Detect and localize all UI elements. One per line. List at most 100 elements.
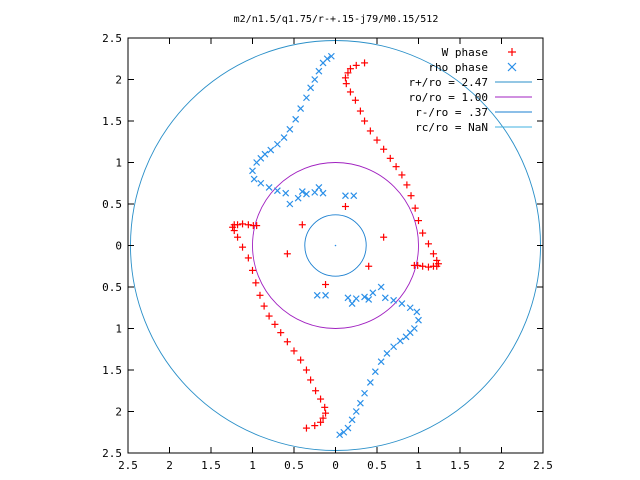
y-tick-label: 1 [115, 157, 122, 170]
y-tick-label: 1.5 [102, 364, 122, 377]
w-phase-point [244, 254, 252, 262]
w-phase-point [260, 302, 268, 310]
rho-phase-point [249, 167, 256, 175]
x-tick-label: 0 [332, 459, 339, 472]
x-tick-label: 0.5 [367, 459, 387, 472]
rho-phase-point [273, 187, 281, 195]
x-tick-label: 2 [166, 459, 173, 472]
w-phase-point [298, 221, 306, 229]
axis-ticks: 2.5 2 1.5 1 0.5 0 0.5 1 1.5 2 2.52.521.510.500.511… [102, 32, 553, 472]
w-phase-point [424, 263, 432, 271]
w-phase-point [234, 233, 242, 241]
circle-2 [304, 214, 367, 277]
rho-phase-point [257, 179, 265, 187]
w-phase-point [415, 217, 422, 225]
y-tick-label: 2 [115, 406, 122, 419]
rho-phase-point [250, 175, 258, 183]
rho-phase-point [319, 59, 327, 67]
rho-phase-point [371, 368, 379, 376]
w-phase-point [361, 117, 369, 125]
rho-phase-point [322, 291, 329, 299]
x-tick-label: 1.5 [201, 459, 221, 472]
legend-marker-plus [508, 48, 516, 56]
w-phase-point [366, 127, 374, 135]
x-tick-label: 1 [415, 459, 422, 472]
w-phase-point [322, 409, 330, 417]
legend-label: ro/ro = 1.00 [409, 91, 488, 104]
x-tick-label: 2.5 [533, 459, 553, 472]
rho-phase-point [406, 304, 414, 312]
w-phase-point [319, 414, 327, 422]
rho-phase-point [344, 294, 352, 302]
w-phase-point [342, 80, 350, 88]
rho-phase-point [319, 189, 327, 197]
x-tick-label: 1 [249, 459, 256, 472]
rho-phase-point [311, 76, 319, 83]
w-phase-point [380, 145, 388, 153]
w-phase-point [419, 229, 427, 237]
w-phase-point [283, 338, 291, 346]
rho-phase-point [377, 358, 385, 366]
rho-phase-point [361, 293, 368, 301]
y-tick-label: 1.5 [102, 115, 122, 128]
w-phase-point [253, 222, 261, 230]
w-phase-point [265, 312, 273, 320]
w-phase-point [429, 262, 437, 270]
w-phase-point [410, 261, 418, 269]
w-phase-point [386, 154, 394, 162]
rho-phase-point [265, 183, 273, 191]
rho-phase-point [342, 192, 349, 200]
rho-phase-point [390, 296, 398, 304]
rho-phase-point [311, 188, 319, 196]
y-tick-label: 0 [115, 240, 122, 253]
w-phase-point [322, 281, 330, 289]
x-tick-label: 1.5 [450, 459, 470, 472]
rho-phase-point [298, 188, 306, 195]
w-phase-point [277, 329, 285, 337]
w-phase-point [271, 320, 279, 328]
w-phase-point [351, 96, 359, 104]
w-phase-point [344, 69, 352, 77]
y-tick-label: 2.5 [102, 447, 122, 460]
rho-phase-point [315, 67, 323, 75]
y-tick-label: 2.5 [102, 32, 122, 45]
w-phase-point [239, 243, 247, 251]
circle-1 [252, 162, 419, 329]
x-tick-label: 2.5 [118, 459, 138, 472]
w-phase-point [380, 233, 388, 241]
rho-phase-point [303, 94, 310, 102]
w-phase-point [290, 347, 298, 355]
w-phase-point [317, 418, 325, 426]
w-phase-point [411, 204, 419, 212]
w-phase-point [398, 171, 406, 179]
w-phase-point [365, 262, 373, 270]
rho-phase-point [366, 379, 374, 386]
w-phase-point [239, 220, 247, 228]
rho-phase-point [352, 408, 360, 415]
chart-title: m2/n1.5/q1.75/r-+.15-j79/M0.15/512 [234, 14, 439, 25]
rho-phase-point [410, 325, 418, 332]
legend-marker-cross [507, 62, 517, 72]
rho-phase-point [313, 291, 321, 299]
w-phase-point [373, 136, 381, 144]
rho-phase-point [344, 424, 352, 432]
y-tick-label: 0.5 [102, 281, 122, 294]
origin-dot [334, 244, 337, 247]
rho-phase-point [286, 125, 294, 133]
w-phase-point [346, 65, 354, 73]
rho-phase-point [303, 190, 310, 198]
w-phase-point [361, 59, 369, 67]
y-tick-label: 2 [115, 74, 122, 87]
rho-phase-point [297, 105, 305, 112]
rho-phase-point [352, 295, 360, 303]
data-points [229, 52, 442, 439]
rho-phase-point [356, 399, 364, 407]
w-phase-point [256, 291, 264, 299]
w-phase-point [234, 221, 242, 229]
rho-phase-point [273, 140, 281, 148]
rho-phase-point [398, 300, 406, 308]
w-phase-point [419, 262, 427, 270]
legend-label: W phase [442, 46, 488, 59]
rho-phase-point [286, 200, 294, 208]
rho-phase-point [327, 52, 335, 60]
